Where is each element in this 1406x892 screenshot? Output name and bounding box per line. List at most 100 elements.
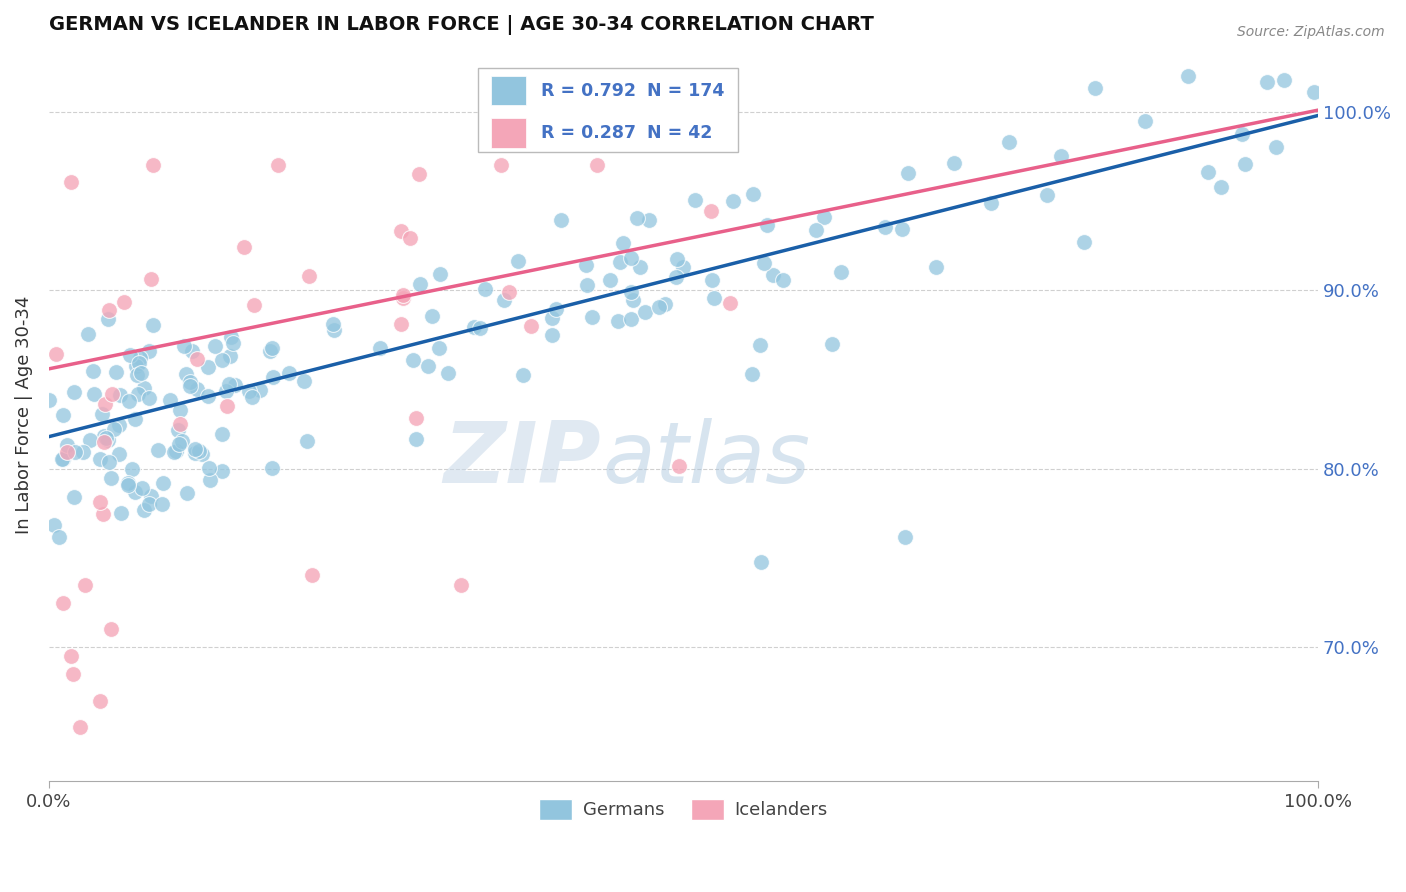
Point bbox=[173, 338, 195, 352]
Point bbox=[609, 255, 631, 269]
Point bbox=[134, 503, 156, 517]
Point bbox=[184, 442, 207, 457]
Point bbox=[399, 231, 422, 245]
Point bbox=[1302, 85, 1324, 99]
Point bbox=[772, 273, 794, 287]
Point bbox=[56, 445, 79, 459]
Point bbox=[82, 364, 104, 378]
Point bbox=[120, 348, 142, 362]
Point bbox=[108, 418, 131, 433]
Point bbox=[93, 429, 115, 443]
Point bbox=[142, 158, 165, 172]
Bar bbox=[491, 119, 526, 147]
Point bbox=[830, 265, 852, 279]
Point bbox=[110, 507, 132, 521]
Point bbox=[626, 211, 648, 226]
Point bbox=[804, 222, 827, 236]
Point bbox=[628, 260, 651, 275]
Point bbox=[665, 269, 688, 284]
Point bbox=[749, 338, 772, 352]
Point bbox=[474, 283, 496, 297]
Point bbox=[654, 297, 676, 311]
Point bbox=[62, 667, 84, 681]
Point bbox=[427, 341, 450, 355]
Point bbox=[146, 442, 169, 457]
Point bbox=[191, 447, 214, 461]
Point bbox=[634, 305, 657, 319]
Point bbox=[620, 251, 643, 265]
Point bbox=[165, 443, 187, 458]
Point bbox=[89, 694, 111, 708]
Point bbox=[463, 320, 485, 334]
Point bbox=[77, 326, 100, 341]
Point bbox=[108, 388, 131, 402]
Point bbox=[550, 213, 572, 227]
Point bbox=[42, 518, 65, 533]
Point bbox=[873, 219, 896, 234]
Point bbox=[420, 309, 443, 323]
Point bbox=[218, 376, 240, 391]
Text: N = 174: N = 174 bbox=[647, 82, 724, 100]
Point bbox=[544, 301, 567, 316]
Point bbox=[672, 260, 695, 275]
Point bbox=[1050, 148, 1073, 162]
Point bbox=[301, 568, 323, 582]
Point bbox=[127, 386, 149, 401]
Point bbox=[48, 530, 70, 544]
Legend: Germans, Icelanders: Germans, Icelanders bbox=[531, 791, 835, 827]
Y-axis label: In Labor Force | Age 30-34: In Labor Force | Age 30-34 bbox=[15, 296, 32, 534]
Point bbox=[186, 382, 208, 396]
Point bbox=[498, 285, 520, 299]
Point bbox=[163, 445, 186, 459]
Text: Source: ZipAtlas.com: Source: ZipAtlas.com bbox=[1237, 25, 1385, 39]
Point bbox=[83, 386, 105, 401]
Point bbox=[575, 278, 598, 293]
Point bbox=[702, 273, 724, 287]
Point bbox=[186, 351, 208, 366]
Point bbox=[117, 478, 139, 492]
Point bbox=[100, 623, 122, 637]
Point bbox=[821, 337, 844, 351]
Point bbox=[721, 194, 744, 209]
Point bbox=[63, 445, 86, 459]
Point bbox=[638, 213, 661, 227]
Point bbox=[607, 314, 630, 328]
Text: N = 42: N = 42 bbox=[647, 124, 711, 142]
Point bbox=[292, 375, 315, 389]
Point bbox=[179, 379, 201, 393]
Point bbox=[683, 193, 706, 207]
Point bbox=[55, 438, 77, 452]
Point bbox=[621, 293, 644, 307]
Point bbox=[520, 318, 543, 333]
Point bbox=[409, 277, 432, 292]
Point bbox=[665, 252, 688, 266]
Point bbox=[124, 412, 146, 426]
Point bbox=[756, 218, 779, 232]
Point bbox=[121, 462, 143, 476]
Point bbox=[1256, 75, 1278, 89]
Point bbox=[436, 366, 458, 380]
Point bbox=[174, 367, 197, 381]
Point bbox=[90, 407, 112, 421]
Point bbox=[612, 235, 634, 250]
Point bbox=[184, 446, 207, 460]
Point bbox=[79, 434, 101, 448]
Point bbox=[224, 378, 246, 392]
Point bbox=[581, 310, 603, 324]
Point bbox=[107, 447, 129, 461]
Point bbox=[468, 321, 491, 335]
Text: R = 0.287: R = 0.287 bbox=[541, 124, 637, 142]
Point bbox=[218, 349, 240, 363]
Point bbox=[131, 481, 153, 495]
Point bbox=[52, 596, 75, 610]
Point bbox=[541, 310, 564, 325]
Point bbox=[703, 291, 725, 305]
Point bbox=[38, 392, 60, 407]
Point bbox=[127, 368, 149, 382]
FancyBboxPatch shape bbox=[478, 68, 738, 152]
Point bbox=[647, 301, 669, 315]
Point bbox=[93, 434, 115, 449]
Point bbox=[620, 312, 643, 326]
Point bbox=[574, 258, 596, 272]
Point bbox=[159, 393, 181, 408]
